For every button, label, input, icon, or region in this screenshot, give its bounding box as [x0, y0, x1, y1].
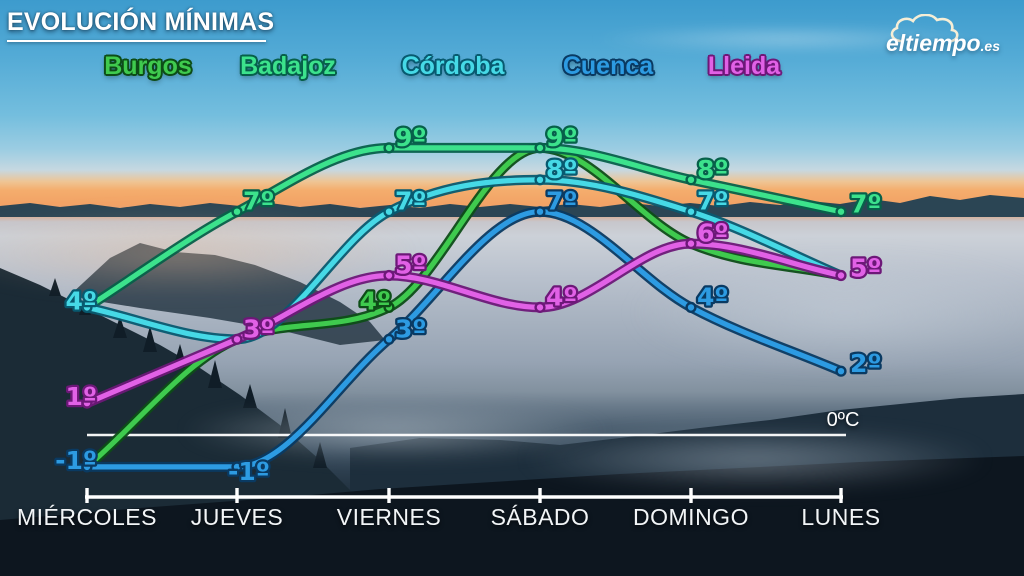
line-core	[84, 145, 844, 310]
data-point-dot	[383, 206, 395, 218]
data-point-dot	[231, 461, 243, 473]
data-point-label: 4º	[66, 286, 98, 315]
data-point-dot	[534, 142, 546, 154]
data-point-label: 4º	[546, 282, 578, 311]
logo-brand: eltiempo	[885, 30, 981, 56]
data-point-label: 8º	[697, 155, 729, 184]
data-point-dot	[685, 238, 697, 250]
data-point-label: -1º	[228, 457, 270, 486]
data-point-label: 1º	[66, 382, 98, 411]
legend-item-córdoba: Córdoba	[401, 52, 505, 80]
series-line-lleida	[82, 238, 846, 409]
data-point-dot	[835, 365, 847, 377]
data-point-label: 7º	[850, 190, 882, 219]
data-point-dot	[534, 174, 546, 186]
data-point-dot	[685, 174, 697, 186]
data-point-label: 5º	[850, 254, 882, 283]
data-point-dot	[534, 301, 546, 314]
line-core	[84, 240, 844, 406]
data-point-label: 7º	[546, 187, 578, 216]
series-labels-burgos: 4º	[357, 284, 395, 318]
cloud-icon	[890, 14, 959, 43]
data-point-label: 7º	[395, 187, 427, 216]
data-point-label: 3º	[243, 314, 275, 343]
logo-text: eltiempo.es	[872, 30, 1014, 57]
series-line-badajoz	[82, 142, 846, 313]
data-point-dot	[835, 269, 847, 282]
data-point-label: 5º	[395, 251, 427, 280]
series-line-córdoba	[82, 174, 846, 345]
data-point-label: 7º	[697, 187, 729, 216]
data-point-label: 4º	[697, 282, 729, 311]
data-point-label: -1º	[55, 446, 97, 475]
data-point-dot	[685, 206, 697, 218]
zero-line-label: 0ºC	[826, 409, 860, 431]
data-point-label: 9º	[546, 123, 578, 152]
eltiempo-logo: eltiempo.es	[872, 14, 1014, 66]
data-point-dot	[534, 206, 546, 218]
legend-item-lleida: Lleida	[707, 52, 781, 80]
day-label-5: DOMINGO	[633, 504, 749, 530]
legend-item-burgos: Burgos	[104, 52, 192, 80]
series-labels-córdoba: 4º 7º 8º 7º	[63, 153, 731, 318]
data-point-dot	[231, 206, 243, 218]
data-point-dot	[685, 301, 697, 314]
series-labels-cuenca: -1º -1º 3º 7º 4º 2º	[53, 184, 884, 488]
title-underline	[7, 40, 266, 42]
data-point-label: 4º	[360, 286, 392, 315]
data-point-dot	[383, 301, 395, 314]
day-label-3: VIERNES	[336, 504, 442, 530]
data-point-label: 2º	[850, 349, 882, 378]
legend-item-cuenca: Cuenca	[562, 52, 654, 80]
data-point-label: 6º	[697, 219, 729, 248]
day-label-1: MIÉRCOLES	[17, 504, 157, 530]
data-point-label: 9º	[395, 123, 427, 152]
logo-tld: .es	[980, 38, 1001, 54]
day-label-6: LUNES	[801, 504, 881, 530]
data-point-dot	[81, 397, 93, 409]
line-core	[84, 209, 844, 470]
x-axis	[85, 488, 843, 503]
data-point-dot	[383, 269, 395, 282]
data-point-label: 3º	[395, 314, 427, 343]
data-point-dot	[383, 333, 395, 345]
horizon-ridge	[0, 195, 1024, 217]
data-point-label: 7º	[243, 187, 275, 216]
page-title: EVOLUCIÓN MÍNIMAS	[7, 8, 275, 36]
day-label-2: JUEVES	[190, 504, 284, 530]
day-label-4: SÁBADO	[490, 504, 590, 530]
legend-item-badajoz: Badajoz	[240, 52, 336, 80]
data-point-dot	[383, 142, 395, 154]
data-point-dot	[81, 461, 93, 473]
data-point-dot	[231, 333, 243, 345]
data-point-label: 8º	[546, 155, 578, 184]
data-point-dot	[81, 301, 93, 314]
data-point-dot	[835, 206, 847, 218]
series-labels-badajoz: 7º 9º 9º 8º 7º	[231, 121, 884, 221]
series-line-cuenca	[82, 206, 846, 472]
line-core	[84, 177, 844, 342]
